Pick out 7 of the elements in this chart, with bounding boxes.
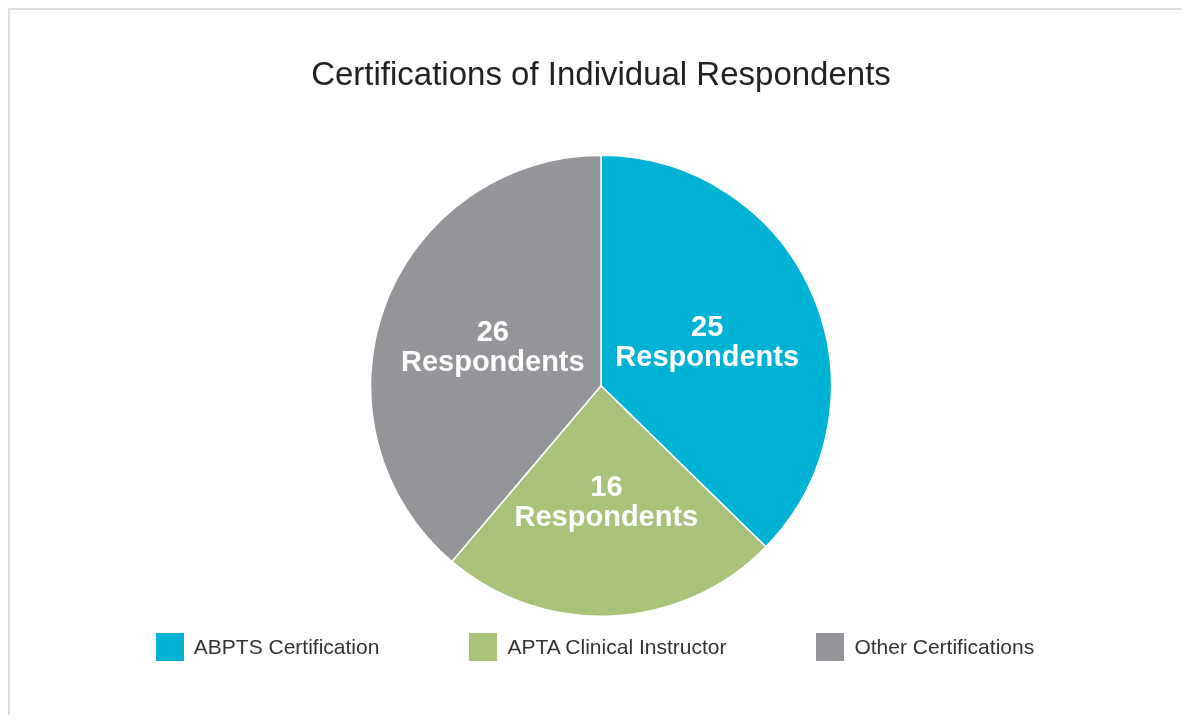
- data-label: 25 Respondents: [614, 310, 801, 373]
- data-label: 26 Respondents: [399, 315, 586, 378]
- chart-title: Certifications of Individual Respondents: [311, 54, 891, 92]
- legend-label: ABPTS Certification: [193, 635, 380, 659]
- legend-label: Other Certifications: [854, 635, 1035, 659]
- data-label: 16 Respondents: [513, 469, 700, 532]
- legend-label: APTA Clinical Instructor: [507, 635, 727, 659]
